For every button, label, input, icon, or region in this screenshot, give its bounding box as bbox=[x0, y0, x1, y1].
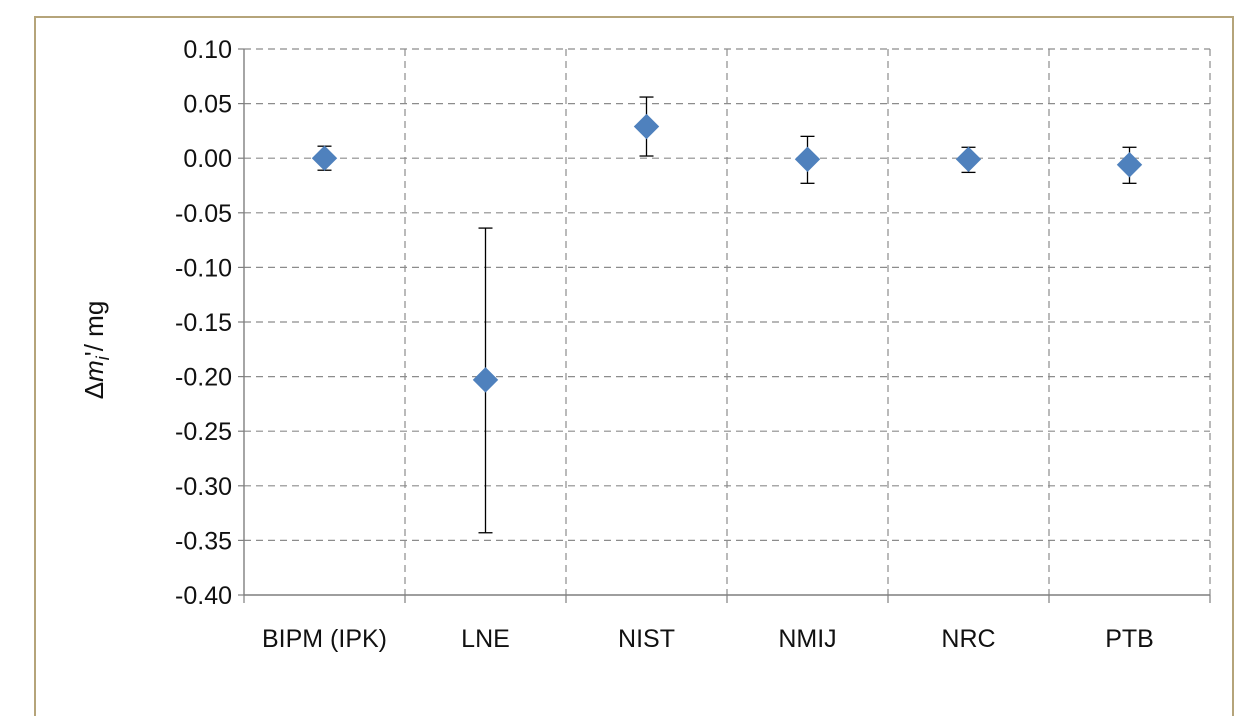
y-tick-label: -0.15 bbox=[175, 309, 232, 337]
x-tick-label: NRC bbox=[941, 625, 995, 653]
x-tick-label: PTB bbox=[1105, 625, 1154, 653]
y-axis-title: Δmi'/ mg bbox=[79, 301, 113, 400]
y-tick-label: 0.10 bbox=[183, 36, 232, 64]
x-tick-label: LNE bbox=[461, 625, 510, 653]
y-tick-label: -0.25 bbox=[175, 418, 232, 446]
y-axis-title-var: m bbox=[79, 360, 109, 382]
axes bbox=[238, 48, 1211, 603]
diamond-icon bbox=[1116, 152, 1143, 178]
y-tick-label: -0.05 bbox=[175, 200, 232, 228]
x-tick-label: NMIJ bbox=[778, 625, 836, 653]
data-points bbox=[311, 113, 1143, 393]
y-tick-label: -0.35 bbox=[175, 527, 232, 555]
diamond-icon bbox=[633, 113, 660, 140]
diamond-icon bbox=[472, 367, 499, 393]
y-axis-title-prefix: Δ bbox=[79, 382, 109, 399]
x-tick-labels: BIPM (IPK) LNE NIST NMIJ NRC PTB bbox=[262, 625, 1154, 653]
gridlines bbox=[244, 48, 1211, 595]
y-tick-label: -0.30 bbox=[175, 473, 232, 501]
x-tick-label: BIPM (IPK) bbox=[262, 625, 387, 653]
y-axis-title-suffix: '/ mg bbox=[79, 301, 109, 357]
y-tick-labels: 0.10 0.05 0.00 -0.05 -0.10 -0.15 -0.20 -0.25 -0.… bbox=[175, 36, 232, 610]
y-tick-label: 0.00 bbox=[183, 145, 232, 173]
diamond-icon bbox=[794, 146, 821, 172]
y-tick-label: 0.05 bbox=[183, 91, 232, 119]
y-tick-label: -0.20 bbox=[175, 364, 232, 392]
x-tick-label: NIST bbox=[618, 625, 675, 653]
diamond-icon bbox=[955, 146, 982, 172]
error-bar-chart: 0.10 0.05 0.00 -0.05 -0.10 -0.15 -0.20 -0.25 -0.… bbox=[79, 36, 1211, 653]
chart-frame bbox=[34, 16, 1234, 716]
y-tick-label: -0.40 bbox=[175, 582, 232, 610]
y-axis-title-sub: i bbox=[93, 355, 113, 360]
y-tick-label: -0.10 bbox=[175, 254, 232, 282]
diamond-icon bbox=[311, 145, 338, 171]
